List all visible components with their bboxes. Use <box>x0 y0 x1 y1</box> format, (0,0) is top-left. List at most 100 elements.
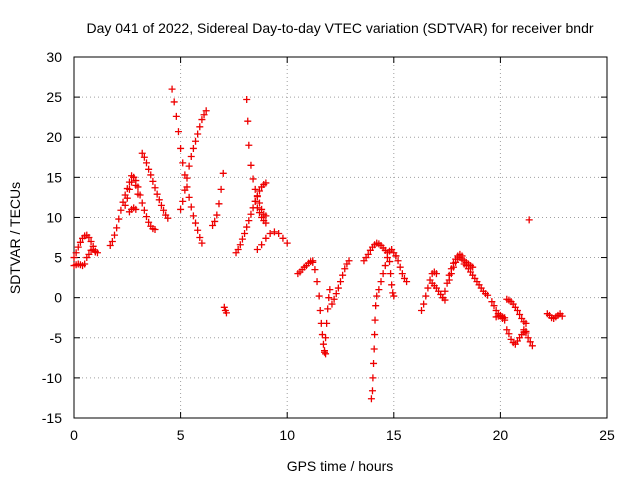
series-seg5 <box>125 204 140 216</box>
data-point <box>198 239 206 247</box>
data-point <box>469 263 477 271</box>
data-point <box>245 217 253 225</box>
data-point <box>377 278 385 286</box>
data-point <box>270 228 278 236</box>
data-point <box>253 192 261 200</box>
y-tick-label: 15 <box>46 169 62 185</box>
data-point <box>326 286 334 294</box>
series-seg31 <box>492 311 509 322</box>
data-point <box>185 162 193 170</box>
data-point <box>136 191 144 199</box>
data-point <box>138 199 146 207</box>
series-seg34 <box>520 326 536 350</box>
data-point <box>275 229 283 237</box>
data-point <box>170 98 178 106</box>
data-point <box>371 331 379 339</box>
data-point <box>389 289 397 297</box>
data-point <box>215 200 223 208</box>
data-point <box>528 342 536 350</box>
data-point <box>516 311 524 319</box>
data-point <box>394 257 402 265</box>
data-point <box>70 254 78 262</box>
data-point <box>396 263 404 271</box>
data-point <box>403 278 411 286</box>
y-tick-label: 10 <box>46 209 62 225</box>
data-point <box>525 216 533 224</box>
data-point <box>194 226 202 234</box>
x-tick-label: 0 <box>70 427 78 443</box>
data-point <box>247 161 255 169</box>
data-point <box>381 262 389 270</box>
data-point <box>132 177 140 185</box>
data-point <box>236 241 244 249</box>
data-point <box>196 234 204 241</box>
x-axis-label: GPS time / hours <box>287 458 394 474</box>
series-seg11 <box>220 303 230 317</box>
data-point <box>513 307 521 315</box>
data-point <box>123 194 131 202</box>
data-point <box>432 270 440 278</box>
data-point <box>172 112 180 120</box>
data-point <box>526 338 534 346</box>
x-tick-label: 10 <box>279 427 295 443</box>
data-point <box>368 387 376 395</box>
data-point <box>262 212 270 220</box>
data-point <box>367 395 375 403</box>
data-point <box>244 117 252 125</box>
series-seg18 <box>321 286 334 356</box>
data-point <box>125 185 133 193</box>
data-point <box>177 205 185 213</box>
data-point <box>330 295 338 303</box>
data-point <box>255 199 263 207</box>
data-point <box>255 209 263 217</box>
data-point <box>372 302 380 310</box>
x-tick-label: 25 <box>599 427 615 443</box>
series-seg32 <box>503 295 530 327</box>
data-point <box>85 250 93 258</box>
series-seg8 <box>168 85 206 247</box>
x-tick-label: 20 <box>493 427 509 443</box>
y-tick-label: -10 <box>42 370 62 386</box>
series-seg2 <box>70 260 89 270</box>
data-point <box>262 234 270 242</box>
data-point <box>87 238 95 246</box>
series-seg7 <box>138 149 172 222</box>
data-point <box>373 292 381 300</box>
y-tick-label: -5 <box>50 330 63 346</box>
data-point <box>189 144 197 152</box>
data-point <box>387 270 395 278</box>
data-point <box>106 242 114 250</box>
data-point <box>132 205 140 213</box>
data-point <box>168 85 176 93</box>
data-point <box>213 211 221 219</box>
data-point <box>251 185 259 193</box>
data-point <box>339 271 347 279</box>
x-tick-label: 5 <box>177 427 185 443</box>
y-tick-label: 20 <box>46 129 62 145</box>
series-seg23 <box>386 258 398 300</box>
y-tick-label: 5 <box>54 250 62 266</box>
data-point <box>371 316 379 324</box>
data-point <box>383 254 391 262</box>
series-seg10 <box>209 169 227 229</box>
grid-lines <box>74 57 607 418</box>
series-seg36 <box>543 310 566 323</box>
data-point <box>91 248 99 256</box>
data-point <box>149 177 157 185</box>
data-point <box>177 144 185 152</box>
data-point <box>449 263 457 271</box>
data-point <box>243 223 251 231</box>
data-point <box>160 206 168 214</box>
data-point <box>503 326 511 334</box>
data-point <box>200 111 208 119</box>
chart-title: Day 041 of 2022, Sidereal Day-to-day VTE… <box>86 20 593 36</box>
data-point <box>318 331 326 339</box>
data-point <box>341 265 349 273</box>
data-point <box>315 292 323 300</box>
data-point <box>113 224 121 232</box>
data-point <box>337 278 344 286</box>
series-seg1 <box>70 231 101 262</box>
data-point <box>328 300 336 308</box>
data-point <box>251 197 259 205</box>
